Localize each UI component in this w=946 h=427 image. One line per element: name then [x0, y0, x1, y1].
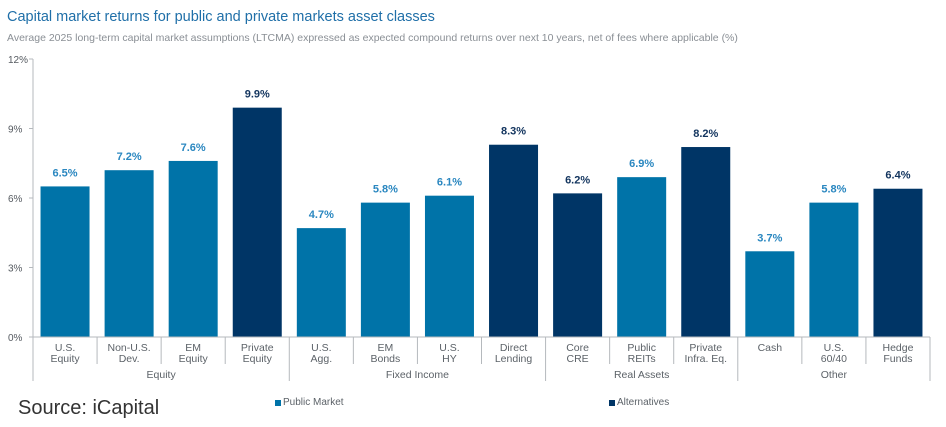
data-label: 6.4%	[885, 170, 910, 182]
chart-subtitle: Average 2025 long-term capital market as…	[7, 32, 738, 44]
data-label: 6.5%	[52, 167, 77, 179]
data-label: 4.7%	[309, 209, 334, 221]
data-label: 6.9%	[629, 158, 654, 170]
legend-swatch-alternatives	[609, 399, 615, 406]
category-label: Equity	[50, 353, 80, 365]
y-tick-label: 0%	[8, 333, 23, 344]
category-label: Cash	[758, 342, 783, 354]
category-label: U.S.	[824, 342, 844, 354]
bar	[553, 193, 603, 337]
data-label: 3.7%	[757, 232, 782, 244]
data-label: 8.3%	[501, 126, 526, 138]
bar	[296, 228, 346, 337]
y-tick-label: 3%	[8, 264, 23, 275]
category-label: Equity	[243, 353, 273, 365]
category-label: Non-U.S.	[108, 342, 151, 354]
category-label: HY	[442, 353, 457, 365]
category-label: 60/40	[821, 353, 847, 365]
category-label: Core	[566, 342, 589, 354]
category-label: EM	[378, 342, 394, 354]
bar	[809, 202, 859, 337]
legend-swatch-public-market	[275, 399, 281, 406]
category-label: Bonds	[371, 353, 401, 365]
category-label: Lending	[495, 353, 533, 365]
category-label: Dev.	[119, 353, 140, 365]
category-label: Agg.	[311, 353, 333, 365]
data-label: 9.9%	[245, 89, 270, 101]
bar	[232, 107, 282, 338]
category-label: EM	[185, 342, 201, 354]
y-tick-label: 6%	[8, 194, 23, 205]
category-label: Funds	[883, 353, 912, 365]
category-label: U.S.	[439, 342, 459, 354]
data-label: 6.1%	[437, 177, 462, 189]
category-label: Public	[627, 342, 656, 354]
bar	[873, 188, 923, 337]
data-label: 8.2%	[693, 128, 718, 140]
category-label: Equity	[179, 353, 209, 365]
bar	[617, 177, 667, 337]
data-label: 6.2%	[565, 174, 590, 186]
chart-title: Capital market returns for public and pr…	[7, 9, 435, 25]
bar	[168, 160, 218, 337]
category-label: CRE	[567, 353, 589, 365]
data-label: 5.8%	[373, 184, 398, 196]
legend-item-alternatives: Alternatives	[609, 397, 669, 408]
source-note: Source: iCapital	[18, 397, 160, 419]
category-label: U.S.	[311, 342, 331, 354]
bar	[745, 251, 795, 337]
data-label: 7.2%	[117, 151, 142, 163]
category-label: Direct	[500, 342, 528, 354]
y-tick-label: 9%	[8, 125, 23, 136]
category-label: Private	[689, 342, 722, 354]
legend-label-public-market: Public Market	[283, 397, 344, 408]
category-label: Infra. Eq.	[684, 353, 727, 365]
category-label: REITs	[628, 353, 656, 365]
data-label: 5.8%	[821, 184, 846, 196]
legend-label-alternatives: Alternatives	[617, 397, 670, 408]
bar	[424, 195, 474, 337]
group-label: Real Assets	[614, 369, 669, 381]
bar	[681, 147, 731, 337]
group-label: Other	[821, 369, 848, 381]
category-label: Private	[241, 342, 274, 354]
legend-item-public-market: Public Market	[275, 397, 344, 408]
group-label: Equity	[147, 369, 177, 381]
bar	[360, 202, 410, 337]
category-label: U.S.	[55, 342, 75, 354]
bar	[104, 170, 154, 337]
y-tick-label: 12%	[8, 55, 28, 66]
bar	[489, 144, 539, 337]
data-label: 7.6%	[181, 142, 206, 154]
group-label: Fixed Income	[386, 369, 449, 381]
bar	[40, 186, 90, 337]
category-label: Hedge	[882, 342, 913, 354]
